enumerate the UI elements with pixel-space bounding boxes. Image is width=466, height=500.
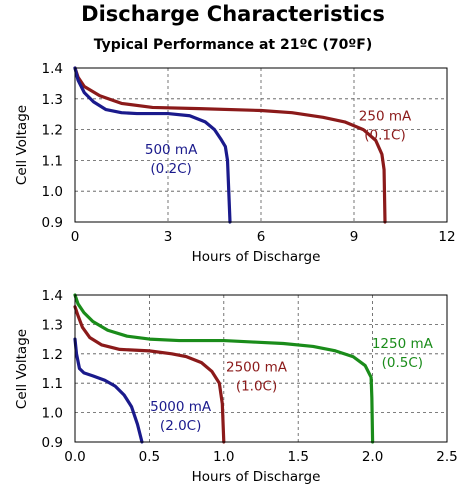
plot-area — [75, 295, 447, 442]
series-label-2: 500 mA (0.2C) — [145, 142, 198, 177]
chart-title: Discharge Characteristics — [81, 2, 385, 26]
chart-subtitle: Typical Performance at 21ºC (70ºF) — [93, 37, 373, 53]
y-tick-label: 1.2 — [42, 347, 63, 363]
x-tick-label: 0.0 — [64, 449, 85, 465]
plot-frame — [74, 294, 448, 443]
x-tick-label: 1.5 — [287, 449, 308, 465]
series-label-2: 2500 mA (1.0C) — [226, 359, 288, 394]
series-label-1: 250 mA (0.1C) — [359, 108, 412, 143]
chart-panel-2: 0.0 0.5 1.0 1.5 2.0 2.5 0.9 1.0 1.1 1.2 1.3 1.4 Hour… — [14, 288, 458, 485]
x-tick-label: 9 — [350, 229, 359, 245]
y-tick-label: 0.9 — [42, 435, 63, 451]
series-line-2 — [73, 66, 232, 224]
series-line-1 — [73, 293, 375, 444]
x-tick-label: 2.5 — [436, 449, 457, 465]
x-tick-label: 0 — [71, 229, 80, 245]
x-tick-label: 6 — [257, 229, 266, 245]
series-label-3: 5000 mA (2.0C) — [150, 399, 212, 434]
series-line-1 — [73, 66, 387, 224]
y-tick-label: 1.3 — [42, 317, 63, 333]
x-tick-label: 1.0 — [213, 449, 234, 465]
y-tick-label: 1.3 — [42, 92, 63, 108]
series-line-2 — [73, 305, 226, 444]
y-tick-label: 1.2 — [42, 123, 63, 139]
y-tick-label: 0.9 — [42, 215, 63, 231]
series-line-3 — [73, 337, 144, 444]
y-tick-label: 1.0 — [42, 184, 63, 200]
y-tick-label: 1.0 — [42, 406, 63, 422]
y-tick-label: 1.1 — [42, 376, 63, 392]
y-axis-label: Cell Voltage — [14, 105, 30, 185]
y-axis-label: Cell Voltage — [14, 329, 30, 409]
y-tick-label: 1.1 — [42, 153, 63, 169]
x-axis-label: Hours of Discharge — [192, 469, 321, 485]
chart-panel-1: 0 3 6 9 12 0.9 1.0 1.1 1.2 1.3 1.4 Hours of Dischar… — [14, 61, 456, 265]
x-tick-label: 12 — [438, 229, 455, 245]
x-axis-label: Hours of Discharge — [192, 249, 321, 265]
plot-area — [75, 68, 447, 222]
plot-frame — [74, 67, 448, 223]
y-tick-label: 1.4 — [42, 288, 63, 304]
x-tick-label: 2.0 — [362, 449, 383, 465]
x-tick-label: 0.5 — [139, 449, 160, 465]
x-tick-label: 3 — [164, 229, 173, 245]
y-tick-label: 1.4 — [42, 61, 63, 77]
series-label-1: 1250 mA (0.5C) — [372, 336, 434, 371]
